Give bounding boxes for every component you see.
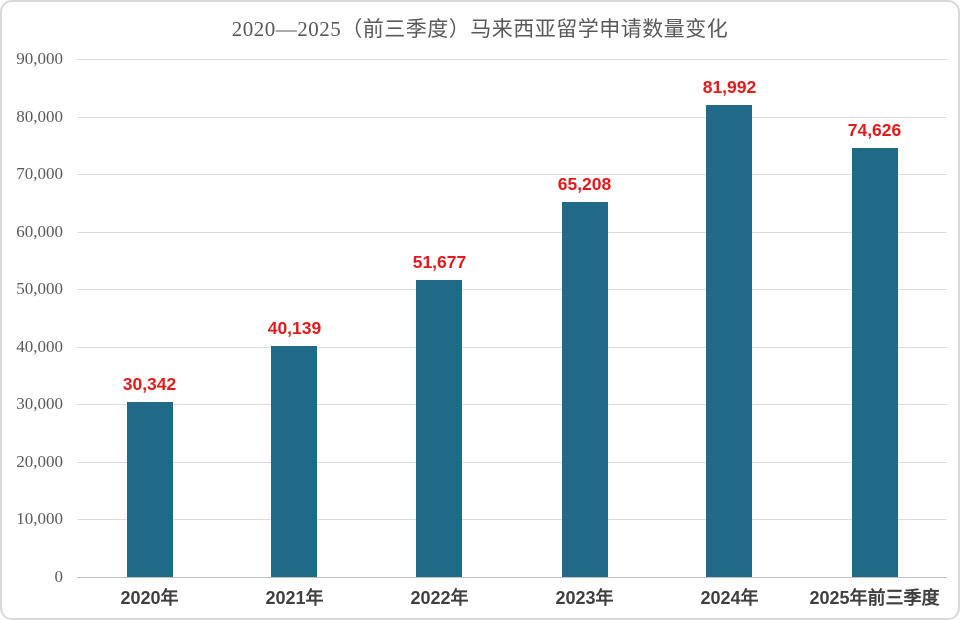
y-tick-label: 10,000 (16, 509, 63, 529)
y-tick-label: 20,000 (16, 451, 63, 471)
gridline (77, 289, 947, 291)
bar (561, 201, 608, 577)
bar-value-label: 81,992 (702, 77, 757, 98)
y-tick-label: 0 (54, 567, 64, 586)
gridline (77, 59, 947, 60)
bar (271, 345, 318, 577)
bar (416, 279, 463, 577)
x-axis-labels: 2020年 2021年 2022年 2023年 2024年 2025年前三季度 (77, 584, 947, 612)
bar (706, 105, 753, 577)
gridline (77, 519, 947, 521)
gridline (77, 461, 947, 463)
y-tick-label: 30,000 (16, 394, 63, 414)
plot-area: 30,342 40,139 51,677 65,208 81,992 74,626 (77, 59, 947, 578)
y-tick-label: 90,000 (16, 49, 63, 68)
bar-column: 74,626 (802, 59, 947, 577)
bar-column: 30,342 (77, 59, 222, 577)
x-tick-label: 2025年前三季度 (809, 588, 940, 608)
bar-value-label: 74,626 (847, 119, 902, 140)
bar-column: 40,139 (222, 59, 367, 577)
y-tick-label: 70,000 (16, 164, 63, 184)
y-tick-label: 40,000 (16, 336, 63, 356)
bars: 30,342 40,139 51,677 65,208 81,992 74,626 (77, 59, 947, 577)
bar-column: 51,677 (367, 59, 512, 577)
gridline (77, 174, 947, 176)
bar-column: 65,208 (512, 59, 657, 577)
x-tick-label: 2020年 (120, 588, 179, 608)
y-tick-label: 60,000 (16, 221, 63, 241)
x-tick-label: 2024年 (700, 588, 759, 608)
bar-value-label: 40,139 (267, 317, 322, 338)
bar (126, 402, 173, 577)
gridline (77, 346, 947, 348)
x-tick-label: 2023年 (555, 588, 614, 608)
x-tick-label: 2022年 (410, 588, 469, 608)
gridline (77, 404, 947, 406)
bar-value-label: 65,208 (557, 173, 612, 194)
y-tick-label: 80,000 (16, 106, 63, 126)
bar-column: 81,992 (657, 59, 802, 577)
chart-title: 2020—2025（前三季度）马来西亚留学申请数量变化 (231, 17, 729, 41)
gridlines (77, 59, 947, 578)
y-axis-labels: 0 10,000 20,000 30,000 40,000 50,000 60,000 70,… (2, 49, 69, 586)
x-axis-line (77, 577, 947, 578)
bar (851, 147, 898, 577)
bar-value-label: 51,677 (412, 251, 467, 272)
gridline (77, 231, 947, 233)
gridline (77, 116, 947, 118)
bar-value-label: 30,342 (122, 374, 177, 395)
x-tick-label: 2021年 (265, 588, 324, 608)
y-tick-label: 50,000 (16, 279, 63, 299)
